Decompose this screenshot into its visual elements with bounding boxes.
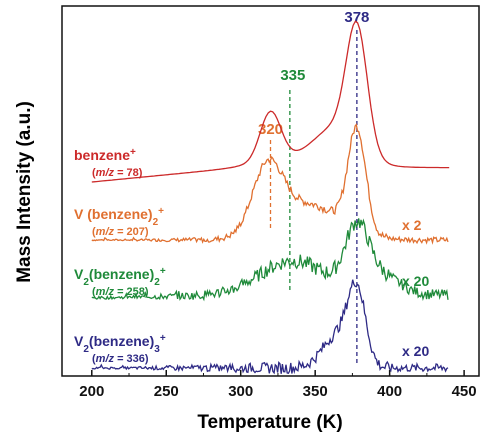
x-tick-label: 200	[79, 383, 104, 400]
series-line-v-benzene2	[91, 123, 449, 245]
peak-label-335: 335	[280, 67, 305, 84]
series-name-v2-benzene3: V2(benzene)3+	[74, 333, 166, 355]
series-mz-v2-benzene2: (m/z = 258)	[92, 286, 149, 298]
series-line-v2-benzene3	[91, 279, 449, 375]
series-mz-v2-benzene3: (m/z = 336)	[92, 353, 149, 365]
series-multiplier-v2-benzene3: x 20	[402, 343, 429, 359]
peak-markers: 320 335 378	[258, 9, 369, 366]
series-name-v-benzene2: V (benzene)2+	[74, 206, 164, 228]
x-tick-label: 350	[303, 383, 328, 400]
series-labels: benzene+ (m/z = 78) V (benzene)2+(m/z = 20…	[74, 147, 429, 366]
series-name-v2-benzene2: V2(benzene)2+	[74, 266, 166, 288]
series-name-benzene: benzene+	[74, 147, 136, 164]
x-tick-label: 450	[452, 383, 477, 400]
x-axis-title: Temperature (K)	[197, 412, 342, 433]
peak-label-320: 320	[258, 121, 283, 138]
series-mz-benzene: (m/z = 78)	[92, 167, 143, 179]
series-line-benzene	[91, 20, 450, 183]
peak-label-378: 378	[344, 9, 369, 26]
series-curves	[91, 20, 450, 375]
series-line-v2-benzene2	[91, 218, 449, 302]
x-tick-label: 400	[377, 383, 402, 400]
series-mz-v-benzene2: (m/z = 207)	[92, 226, 149, 238]
x-tick-label: 250	[154, 383, 179, 400]
x-axis-ticks: 200 250 300 350 400 450	[79, 370, 477, 400]
y-axis-title: Mass Intensity (a.u.)	[14, 101, 35, 283]
plot-frame	[61, 5, 480, 377]
series-multiplier-v-benzene2: x 2	[402, 217, 422, 233]
x-tick-label: 300	[228, 383, 253, 400]
series-multiplier-v2-benzene2: x 20	[402, 273, 429, 289]
